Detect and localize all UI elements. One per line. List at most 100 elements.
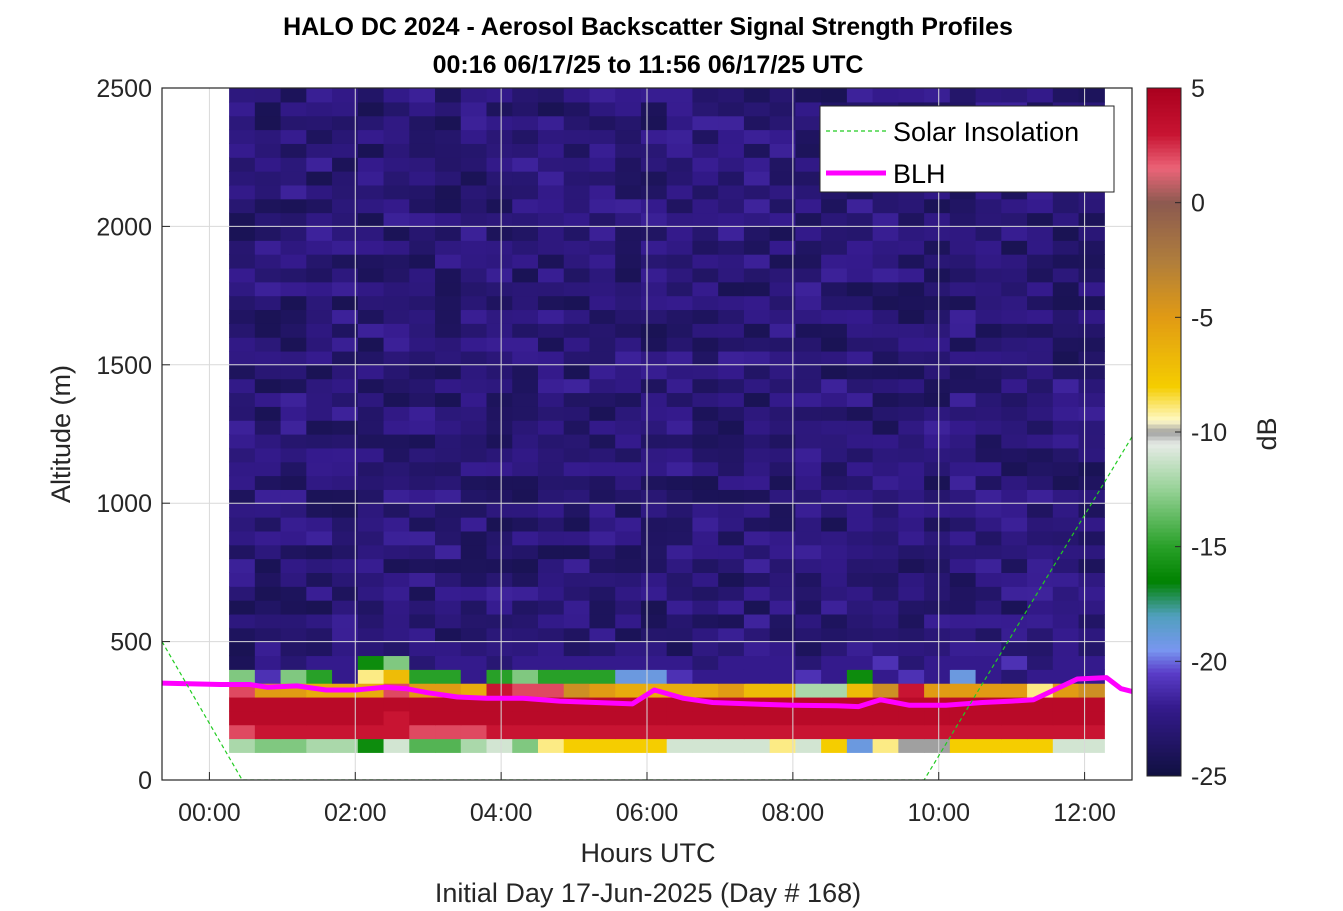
heatmap-cell <box>975 447 1002 463</box>
heatmap-cell <box>563 475 591 490</box>
heatmap-cell <box>769 240 796 255</box>
heatmap-cell <box>589 475 616 490</box>
heatmap-cell <box>435 420 462 435</box>
heatmap-cell <box>435 226 462 241</box>
heatmap-cell <box>846 364 874 380</box>
heatmap-cell <box>821 517 848 532</box>
heatmap-cell <box>795 115 822 131</box>
heatmap-cell <box>229 710 256 726</box>
series-lines <box>162 436 1132 780</box>
heatmap-cell <box>409 350 436 366</box>
heatmap-cell <box>666 88 694 103</box>
heatmap-cell <box>229 586 256 601</box>
heatmap-cell <box>718 613 745 629</box>
heatmap-cell <box>898 267 925 283</box>
heatmap-cell <box>718 309 745 324</box>
heatmap-cell <box>383 309 410 324</box>
legend-label-blh: BLH <box>893 159 946 189</box>
heatmap-cell <box>1052 226 1080 241</box>
heatmap-cell <box>512 350 539 366</box>
heatmap-cell <box>718 378 745 394</box>
heatmap-cell <box>692 475 719 490</box>
heatmap-cell <box>332 115 359 131</box>
heatmap-cell <box>537 613 565 629</box>
heatmap-cell <box>666 212 694 227</box>
heatmap-cell <box>537 101 565 117</box>
heatmap-cell <box>280 198 307 214</box>
heatmap-cell <box>357 129 385 144</box>
heatmap-cell <box>846 198 874 214</box>
heatmap-cell <box>872 572 899 587</box>
heatmap-cell <box>821 530 848 546</box>
heatmap-cell <box>460 309 488 324</box>
heatmap-cell <box>589 558 616 573</box>
heatmap-cell <box>357 267 385 283</box>
heatmap-cell <box>821 350 848 366</box>
colorbar-segment <box>1147 628 1181 633</box>
heatmap-cell <box>821 267 848 283</box>
heatmap-cell <box>383 101 410 117</box>
colorbar-segment <box>1147 712 1181 717</box>
heatmap-cell <box>769 392 796 407</box>
heatmap-cell <box>409 641 436 657</box>
heatmap-cell <box>409 240 436 255</box>
heatmap-cell <box>306 572 333 587</box>
heatmap-cell <box>743 600 771 615</box>
heatmap-cell <box>254 544 282 560</box>
heatmap-cell <box>615 309 642 324</box>
heatmap-cell <box>975 267 1002 283</box>
heatmap-cell <box>1052 254 1080 269</box>
heatmap-cell <box>332 544 359 560</box>
heatmap-cell <box>666 530 694 546</box>
heatmap-cell <box>718 586 745 601</box>
heatmap-cell <box>1078 724 1105 740</box>
colorbar-segment <box>1147 600 1181 605</box>
heatmap-cell <box>718 669 745 684</box>
heatmap-cell <box>512 115 539 131</box>
colorbar-segment <box>1147 576 1181 581</box>
heatmap-cell <box>666 544 694 560</box>
heatmap-cell <box>692 129 719 144</box>
heatmap-cell <box>924 295 951 311</box>
heatmap-cell <box>589 641 616 657</box>
heatmap-cell <box>821 544 848 560</box>
heatmap-cell <box>332 503 359 518</box>
heatmap-cell <box>872 738 899 753</box>
heatmap-cell <box>743 558 771 573</box>
heatmap-cell <box>512 323 539 338</box>
heatmap-cell <box>640 434 668 449</box>
heatmap-cell <box>357 696 385 712</box>
heatmap-cell <box>280 544 307 560</box>
heatmap-cell <box>512 447 539 463</box>
heatmap-cell <box>512 392 539 407</box>
colorbar-segment <box>1147 744 1181 749</box>
heatmap-cell <box>357 461 385 477</box>
heatmap-cell <box>229 171 256 186</box>
heatmap-cell <box>949 406 977 421</box>
heatmap-cell <box>846 267 874 283</box>
heatmap-cell <box>924 503 951 518</box>
colorbar-segment <box>1147 732 1181 737</box>
heatmap-cell <box>1052 627 1080 643</box>
colorbar-segment <box>1147 724 1181 729</box>
heatmap-cell <box>537 420 565 435</box>
heatmap-cell <box>486 184 513 200</box>
heatmap-cell <box>795 489 822 504</box>
heatmap-cell <box>615 475 642 490</box>
heatmap-cell <box>254 558 282 573</box>
heatmap-cell <box>589 572 616 587</box>
heatmap-cell <box>718 434 745 449</box>
heatmap-cell <box>435 323 462 338</box>
heatmap-cell <box>537 434 565 449</box>
heatmap-cell <box>589 655 616 670</box>
colorbar-segment <box>1147 588 1181 593</box>
heatmap-cell <box>769 558 796 573</box>
colorbar-segment <box>1147 364 1181 369</box>
heatmap-cell <box>743 669 771 684</box>
heatmap-cell <box>1001 337 1028 352</box>
heatmap-cell <box>229 364 256 380</box>
colorbar-segment <box>1147 200 1181 205</box>
heatmap-cell <box>743 503 771 518</box>
heatmap-cell <box>846 447 874 463</box>
heatmap-cell <box>718 544 745 560</box>
